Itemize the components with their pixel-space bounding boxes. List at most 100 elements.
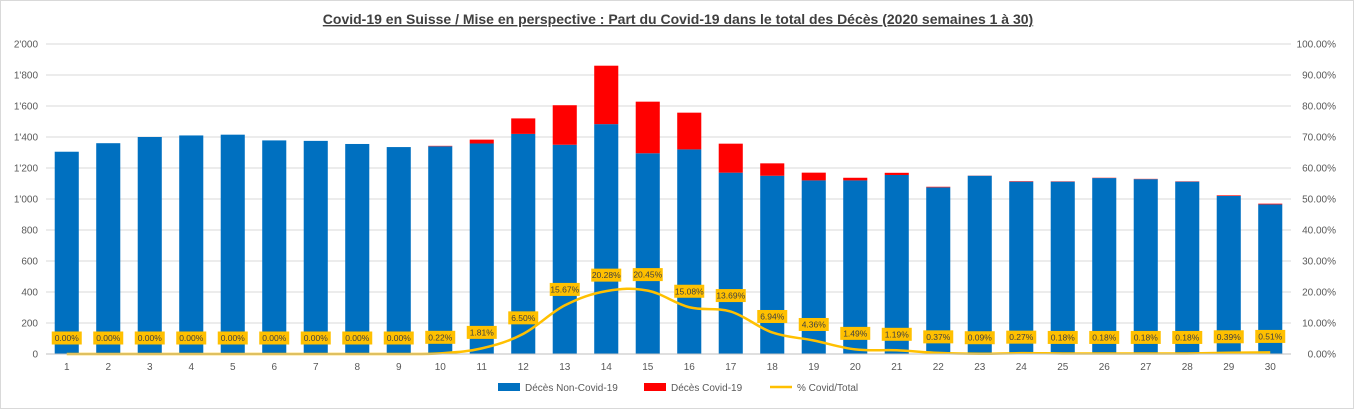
bar-covid (511, 118, 536, 134)
percent-label: 0.18% (1134, 332, 1159, 342)
percent-label: 1.81% (470, 327, 495, 337)
y-left-tick-label: 600 (21, 257, 38, 268)
x-tick-label: 24 (1016, 362, 1028, 373)
x-tick-label: 12 (518, 362, 530, 373)
x-tick-label: 23 (974, 362, 986, 373)
bar-non-covid (1175, 181, 1200, 354)
percent-label: 1.49% (843, 328, 868, 338)
x-tick-label: 19 (808, 362, 820, 373)
percent-label: 20.45% (633, 270, 662, 280)
bar-non-covid (760, 175, 785, 354)
percent-label-box (1047, 330, 1078, 344)
percent-label: 0.39% (1217, 332, 1242, 342)
percent-label: 0.00% (345, 333, 370, 343)
y-left-tick-label: 1'800 (14, 71, 39, 82)
percent-label: 0.00% (96, 333, 121, 343)
bar-non-covid (967, 175, 992, 354)
y-left-tick-label: 1'600 (14, 102, 39, 113)
percent-label: 0.18% (1175, 332, 1200, 342)
percent-label-box (674, 284, 705, 298)
percent-label-box (840, 326, 871, 340)
x-tick-label: 2 (105, 362, 111, 373)
bar-non-covid (345, 143, 370, 354)
bar-covid (801, 172, 826, 181)
x-tick-label: 25 (1057, 362, 1069, 373)
bar-non-covid (635, 153, 660, 354)
percent-label: 6.94% (760, 311, 785, 321)
percent-label: 1.19% (885, 329, 910, 339)
percent-label: 0.27% (1009, 332, 1034, 342)
x-tick-label: 22 (933, 362, 945, 373)
y-right-tick-label: 80.00% (1302, 102, 1336, 113)
percent-label-box (1006, 330, 1037, 344)
x-tick-label: 13 (559, 362, 571, 373)
x-tick-label: 21 (891, 362, 903, 373)
bar-covid (760, 163, 785, 176)
bar-non-covid (137, 137, 162, 354)
percent-label-box (1130, 330, 1161, 344)
bar-non-covid (1133, 179, 1158, 354)
x-tick-label: 1 (64, 362, 70, 373)
percent-label: 0.00% (55, 333, 80, 343)
percent-label: 0.00% (179, 333, 204, 343)
percent-label: 0.51% (1258, 331, 1283, 341)
percent-label: 4.36% (802, 319, 827, 329)
x-tick-label: 9 (396, 362, 402, 373)
y-left-tick-label: 400 (21, 288, 38, 299)
x-tick-label: 28 (1182, 362, 1194, 373)
bar-covid (552, 105, 577, 145)
percent-label: 0.37% (926, 332, 951, 342)
y-left-tick-label: 200 (21, 319, 38, 330)
bar-non-covid (220, 134, 245, 354)
bar-non-covid (469, 143, 494, 354)
y-right-tick-label: 10.00% (1302, 319, 1336, 330)
percent-label-box (93, 331, 124, 345)
percent-label: 13.69% (716, 291, 745, 301)
bar-non-covid (843, 180, 868, 354)
percent-label-box (1213, 330, 1244, 344)
bar-covid (635, 101, 660, 154)
bar-non-covid (179, 135, 204, 354)
y-right-tick-label: 30.00% (1302, 257, 1336, 268)
x-tick-label: 16 (684, 362, 696, 373)
percent-label-box (964, 331, 995, 345)
percent-label: 0.00% (387, 333, 412, 343)
bar-non-covid (262, 140, 287, 354)
bar-covid (677, 112, 702, 150)
bar-non-covid (926, 187, 951, 354)
x-tick-label: 11 (477, 362, 488, 373)
percent-label-box (217, 331, 248, 345)
percent-labels: 0.00% 0.00% 0.00% 0.00% 0.00% 0.00% 0.00% 0.00%… (51, 268, 1286, 345)
bar-non-covid (677, 149, 702, 354)
bar-non-covid (54, 151, 79, 354)
x-tick-label: 14 (601, 362, 613, 373)
percent-label-box (425, 330, 456, 344)
bar-non-covid (1092, 178, 1117, 354)
bar-non-covid (428, 146, 453, 354)
percent-label-box (383, 331, 414, 345)
percent-label-box (923, 330, 954, 344)
axes: 0 200 400 600 800 1'000 1'200 1'400 1'600 1'800 2'… (14, 40, 1336, 374)
x-tick-label: 17 (725, 362, 737, 373)
x-tick-label: 27 (1140, 362, 1152, 373)
bar-covid (926, 186, 951, 188)
percent-label-box (549, 282, 580, 296)
bar-non-covid (1216, 195, 1241, 354)
x-tick-label: 29 (1223, 362, 1235, 373)
x-tick-label: 20 (850, 362, 862, 373)
y-right-tick-label: 70.00% (1302, 133, 1336, 144)
percent-label: 0.09% (968, 333, 993, 343)
bar-non-covid (1009, 181, 1034, 354)
y-left-tick-label: 2'000 (14, 40, 39, 51)
x-tick-label: 30 (1265, 362, 1277, 373)
y-left-tick-label: 0 (32, 350, 38, 361)
bar-covid (1216, 195, 1241, 196)
chart-title: Covid-19 en Suisse / Mise en perspective… (323, 11, 1033, 27)
y-right-tick-label: 20.00% (1302, 288, 1336, 299)
percent-label-box (798, 317, 829, 331)
bars (54, 65, 1283, 354)
x-tick-label: 18 (767, 362, 779, 373)
legend-swatch (498, 383, 520, 391)
percent-label: 0.22% (428, 332, 453, 342)
